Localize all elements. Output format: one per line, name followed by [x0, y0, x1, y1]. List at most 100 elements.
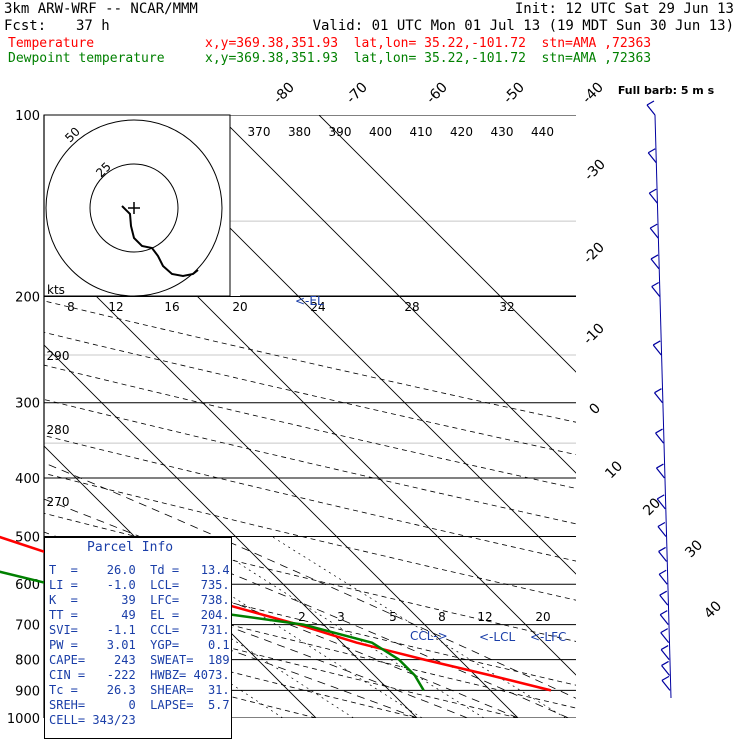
isentrope-label: 410 [410, 125, 433, 139]
wind-barb [655, 467, 665, 479]
wind-barb [661, 680, 671, 691]
parcel-info-box: Parcel Info T = 26.0 Td = 13.4 LI = -1.0… [44, 537, 232, 739]
isotherm-label: 40 [701, 598, 725, 622]
wind-barb [649, 223, 658, 229]
dry-adiabat-line [0, 115, 13, 718]
mixing-ratio-label: 5 [389, 610, 397, 624]
wind-barb [660, 632, 670, 644]
isotherm-label: 30 [682, 537, 706, 561]
isentrope-label: 420 [450, 125, 473, 139]
isotherm-line [44, 243, 519, 718]
wind-barb [647, 148, 656, 154]
isotherm-label: -20 [580, 239, 607, 266]
moist-adiabat-line [44, 531, 519, 718]
wind-barb [656, 498, 666, 510]
parcel-info-row: K = 39 LFC= 738. [49, 593, 230, 607]
dewpoint-legend: Dewpoint temperature [8, 51, 165, 66]
parcel-info-row: CIN = -222 HWBZ= 4073. [49, 668, 230, 682]
parcel-info-row: PW = 3.01 YGP= 0.1 [49, 638, 230, 652]
wind-barb [660, 645, 669, 651]
moist-adiabat-line [44, 561, 468, 718]
mixing-ratio-line [271, 536, 566, 718]
hodograph-speed-label: 16 [164, 300, 179, 314]
hodograph-speed-label: 32 [499, 300, 514, 314]
wind-barb [649, 227, 659, 239]
hodograph-speed-label: 28 [404, 300, 419, 314]
wind-barb [652, 340, 661, 346]
wind-barb [655, 432, 664, 444]
hodograph-ring [45, 119, 223, 297]
parcel-info-row: TT = 49 EL = 204. [49, 608, 230, 622]
lfc-marker: <-LFC [530, 630, 566, 644]
mixing-ratio-label: 3 [337, 610, 345, 624]
forecast-label: Fcst: [4, 18, 47, 34]
isentrope-label: 430 [491, 125, 514, 139]
pressure-tick-label: 300 [15, 397, 40, 412]
isotherm-label: -70 [343, 79, 370, 106]
pressure-tick-label: 900 [15, 684, 40, 699]
parcel-info-row: Tc = 26.3 SHEAR= 31. [49, 683, 230, 697]
wind-barb [658, 569, 667, 575]
wind-barb [660, 649, 670, 660]
parcel-info-row: SREH= 0 LAPSE= 5.7 [49, 698, 230, 712]
isentrope-label: 400 [369, 125, 392, 139]
parcel-info-row: SVI= -1.1 CCL= 731. [49, 623, 230, 637]
dewpoint-location: x,y=369.38,351.93 lat,lon= 35.22,-101.72… [205, 51, 652, 66]
wind-barb [656, 494, 665, 500]
isotherm-label: -40 [579, 79, 606, 106]
isotherm-label: 20 [640, 495, 664, 519]
parcel-info-row: CAPE= 243 SWEAT= 189 [49, 653, 230, 667]
hodograph-kts-label: kts [47, 283, 65, 297]
wind-barb [648, 192, 658, 204]
isentrope-label: 290 [47, 349, 70, 363]
hodograph-speed-label: 24 [310, 300, 325, 314]
pressure-tick-label: 100 [15, 109, 40, 124]
parcel-info-row: LI = -1.0 LCL= 735. [49, 578, 230, 592]
pressure-tick-label: 1000 [7, 712, 40, 727]
isentrope-label: 380 [288, 125, 311, 139]
dewpoint-trace [0, 570, 425, 692]
wind-barb [650, 258, 660, 270]
pressure-tick-label: 600 [15, 578, 40, 593]
isotherm-label: -80 [270, 79, 297, 106]
pressure-tick-label: 800 [15, 654, 40, 669]
wind-barb [659, 590, 668, 596]
mixing-ratio-line [139, 536, 423, 718]
wind-barb [651, 282, 660, 288]
wind-barb [661, 665, 671, 676]
isentrope-label: 270 [47, 495, 70, 509]
isentrope-label: 440 [531, 125, 554, 139]
wind-barb [659, 594, 669, 606]
ccl-marker: CCL-> [410, 629, 448, 643]
wind-barb [658, 573, 668, 585]
isentrope-label: 370 [248, 125, 271, 139]
wind-barb [650, 254, 659, 260]
wind-barb [652, 344, 662, 356]
isotherm-label: -50 [500, 79, 527, 106]
temperature-location: x,y=369.38,351.93 lat,lon= 35.22,-101.72… [205, 36, 652, 51]
mixing-ratio-label: 2 [298, 610, 306, 624]
dry-adiabat-line [44, 555, 576, 686]
isentrope-label: 390 [329, 125, 352, 139]
temperature-legend: Temperature [8, 36, 95, 51]
el-marker: <-EL [295, 294, 324, 308]
moist-adiabat-line [44, 462, 576, 699]
wind-barb [660, 628, 669, 634]
valid-time: Valid: 01 UTC Mon 01 Jul 13 (19 MDT Sun … [312, 18, 734, 34]
hodograph-speed-label: 12 [108, 300, 123, 314]
hodograph-ring [89, 163, 179, 253]
mixing-ratio-line [196, 536, 485, 718]
hodograph-speed-label: 8 [67, 300, 75, 314]
wind-barb [651, 286, 661, 297]
wind-barb [654, 392, 663, 404]
wind-barb [656, 463, 664, 469]
dry-adiabat-line [44, 472, 576, 601]
parcel-info-row: T = 26.0 Td = 13.4 [49, 563, 230, 577]
wind-barb [646, 104, 656, 116]
wind-barb [657, 526, 667, 537]
temperature-trace [0, 535, 552, 692]
model-title: 3km ARW-WRF -- NCAR/MMM [4, 1, 198, 17]
init-time: Init: 12 UTC Sat 29 Jun 13 [514, 1, 734, 17]
wind-barb [661, 675, 670, 681]
